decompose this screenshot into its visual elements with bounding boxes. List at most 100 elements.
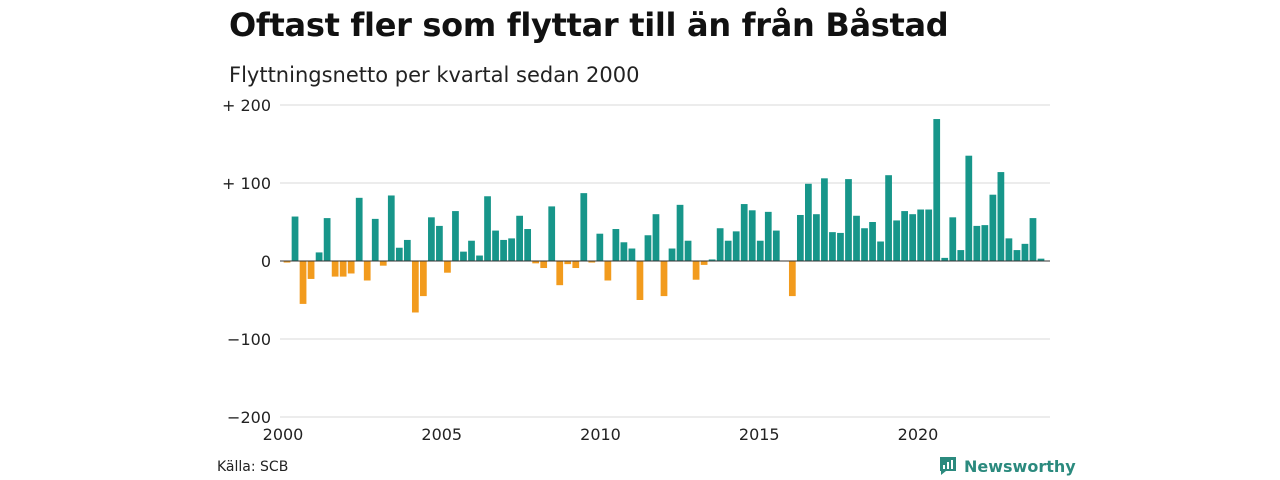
y-tick-label: + 200 <box>222 96 271 115</box>
brand-logo: Newsworthy <box>938 456 1076 476</box>
bar <box>500 239 507 261</box>
bar <box>805 183 812 261</box>
bar <box>1021 243 1029 261</box>
bar <box>508 238 515 261</box>
bar <box>428 217 435 261</box>
bar <box>612 229 620 261</box>
bar <box>1037 258 1045 261</box>
bar <box>588 261 596 263</box>
bar <box>371 218 379 261</box>
bar <box>973 225 981 261</box>
bar <box>877 241 884 261</box>
bar <box>1005 238 1013 261</box>
bar <box>532 261 540 264</box>
bar <box>331 261 339 277</box>
bar <box>660 261 668 297</box>
bar <box>756 240 764 261</box>
x-tick-label: 2000 <box>263 425 304 444</box>
bar <box>708 259 716 261</box>
bar <box>764 211 772 261</box>
bar <box>724 240 732 261</box>
bar <box>829 232 836 261</box>
bar <box>684 240 692 261</box>
bar <box>596 233 604 261</box>
bar <box>604 261 612 281</box>
bar <box>732 231 740 261</box>
bar <box>299 261 307 304</box>
bar <box>901 211 908 261</box>
bar <box>933 119 941 261</box>
chart-subtitle: Flyttningsnetto per kvartal sedan 2000 <box>229 63 640 87</box>
x-tick-label: 2005 <box>421 425 462 444</box>
bar <box>548 206 556 261</box>
bar <box>307 261 315 279</box>
bar <box>941 257 949 261</box>
bar <box>436 225 443 261</box>
bar <box>909 214 917 261</box>
bar <box>355 197 363 261</box>
bar <box>323 218 331 261</box>
bar <box>788 261 796 297</box>
bar <box>700 261 708 265</box>
bar <box>339 261 347 277</box>
bar <box>716 228 724 261</box>
bar <box>564 261 572 265</box>
bar <box>796 214 804 261</box>
bar <box>1013 250 1021 261</box>
bar <box>476 255 483 261</box>
bar <box>452 211 459 261</box>
bar <box>837 232 844 261</box>
bar <box>861 228 868 261</box>
bar <box>363 261 371 281</box>
bar <box>444 261 451 273</box>
bar <box>403 239 411 261</box>
bar <box>668 248 676 261</box>
x-tick-label: 2015 <box>739 425 780 444</box>
y-tick-label: 0 <box>261 252 271 271</box>
bar <box>813 214 820 261</box>
y-tick-label: −100 <box>227 330 271 349</box>
bar <box>821 178 828 261</box>
bar <box>748 210 756 261</box>
bar <box>652 214 660 261</box>
bar <box>949 217 957 261</box>
bar <box>315 252 323 261</box>
newsworthy-logo-icon <box>940 457 956 475</box>
bar <box>484 196 491 261</box>
bar <box>420 261 427 297</box>
bar <box>1029 218 1037 261</box>
bar <box>387 195 395 261</box>
bar <box>869 222 876 261</box>
bar <box>580 193 588 261</box>
bar <box>989 194 997 261</box>
bar <box>981 225 989 261</box>
bar <box>628 248 636 261</box>
bar <box>492 230 499 261</box>
y-tick-label: −200 <box>227 408 271 427</box>
bar <box>925 209 933 261</box>
bar <box>957 250 965 261</box>
bar <box>644 235 652 261</box>
bar <box>283 261 291 263</box>
bar <box>636 261 644 300</box>
bar <box>460 251 467 261</box>
bar <box>379 261 387 266</box>
bar <box>540 261 548 269</box>
bar <box>620 242 628 261</box>
bar <box>516 215 523 261</box>
bar <box>885 175 892 261</box>
bar <box>845 179 852 261</box>
x-tick-label: 2010 <box>580 425 621 444</box>
bar <box>676 204 684 261</box>
bar <box>917 209 925 261</box>
bar <box>965 155 973 261</box>
chart-title: Oftast fler som flyttar till än från Bås… <box>229 6 949 44</box>
y-tick-label: + 100 <box>222 174 271 193</box>
bar <box>772 230 780 261</box>
source-note: Källa: SCB <box>217 459 289 475</box>
bar <box>556 261 564 286</box>
bar <box>692 261 700 280</box>
brand-name: Newsworthy <box>964 456 1076 476</box>
bar <box>291 216 299 261</box>
